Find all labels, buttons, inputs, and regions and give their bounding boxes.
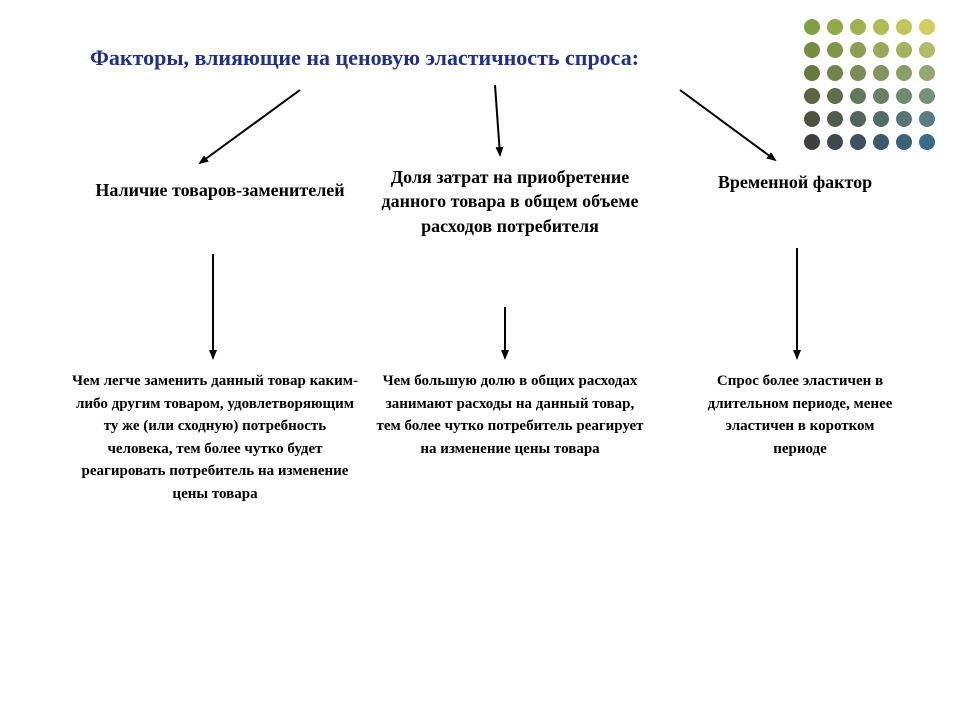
factor-explanation-2: Чем большую долю в общих расходах занима… bbox=[375, 370, 645, 460]
slide: Факторы, влияющие на ценовую эластичност… bbox=[0, 0, 960, 720]
factor-heading-2: Доля затрат на приобретение данного това… bbox=[370, 165, 650, 238]
factor-heading-1: Наличие товаров-заменителей bbox=[95, 178, 345, 202]
slide-title: Факторы, влияющие на ценовую эластичност… bbox=[90, 45, 780, 71]
factor-explanation-1: Чем легче заменить данный товар каким-ли… bbox=[70, 370, 360, 505]
factor-heading-3: Временной фактор bbox=[700, 170, 890, 194]
factor-explanation-3: Спрос более эластичен в длительном перио… bbox=[700, 370, 900, 460]
corner-dots-decoration bbox=[800, 15, 940, 155]
